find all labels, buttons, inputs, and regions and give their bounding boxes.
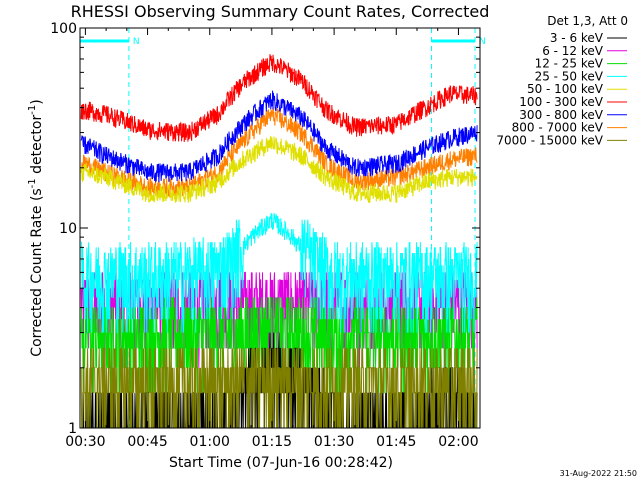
y-axis-label: Corrected Count Rate (s-1 detector-1) <box>27 99 45 356</box>
legend-label: 12 - 25 keV <box>535 57 604 71</box>
legend-title: Det 1,3, Att 0 <box>547 14 628 28</box>
y-axis-label-part2: detector <box>29 115 45 179</box>
legend-label: 800 - 7000 keV <box>512 121 604 135</box>
series-line-9 <box>80 347 478 429</box>
x-tick-label: 00:30 <box>65 434 105 450</box>
series-line-7 <box>80 90 478 183</box>
y-axis-label-sup1: -1 <box>27 178 38 188</box>
axes: 00:30 00:45 01:00 01:15 01:30 01:45 02:00 1 10 10… <box>50 21 481 450</box>
legend-label: 6 - 12 keV <box>542 44 604 58</box>
y-axis-label-part1: Corrected Count Rate (s <box>29 188 45 356</box>
chart-title: RHESSI Observing Summary Count Rates, Co… <box>71 2 490 21</box>
x-tick-label: 01:30 <box>314 434 354 450</box>
x-tick-label: 00:45 <box>127 434 167 450</box>
x-tick-label: 01:15 <box>252 434 292 450</box>
x-axis-label: Start Time (07-Jun-16 00:28:42) <box>169 455 393 471</box>
y-tick-label: 1 <box>68 421 77 437</box>
x-tick-label: 01:00 <box>190 434 230 450</box>
x-tick-label: 01:45 <box>376 434 416 450</box>
y-tick-label: 100 <box>50 21 77 37</box>
legend-label: 100 - 300 keV <box>519 95 603 109</box>
night-marker-label: N <box>133 37 140 47</box>
legend-label: 7000 - 15000 keV <box>496 133 603 147</box>
x-tick-label: 02:00 <box>438 434 478 450</box>
legend-label: 3 - 6 keV <box>550 31 604 45</box>
legend-label: 300 - 800 keV <box>519 108 603 122</box>
y-axis-label-part3: ) <box>29 99 45 104</box>
legend-label: 50 - 100 keV <box>527 82 604 96</box>
series-line-5 <box>80 135 478 203</box>
y-tick-label: 10 <box>59 221 77 237</box>
footer-timestamp: 31-Aug-2022 21:50 <box>560 469 637 478</box>
y-axis-label-sup2: -1 <box>27 105 38 115</box>
series-line-6 <box>80 54 478 143</box>
legend-label: 25 - 50 keV <box>535 69 604 83</box>
night-marker-label: N <box>479 37 486 47</box>
series-line-4 <box>81 212 478 334</box>
